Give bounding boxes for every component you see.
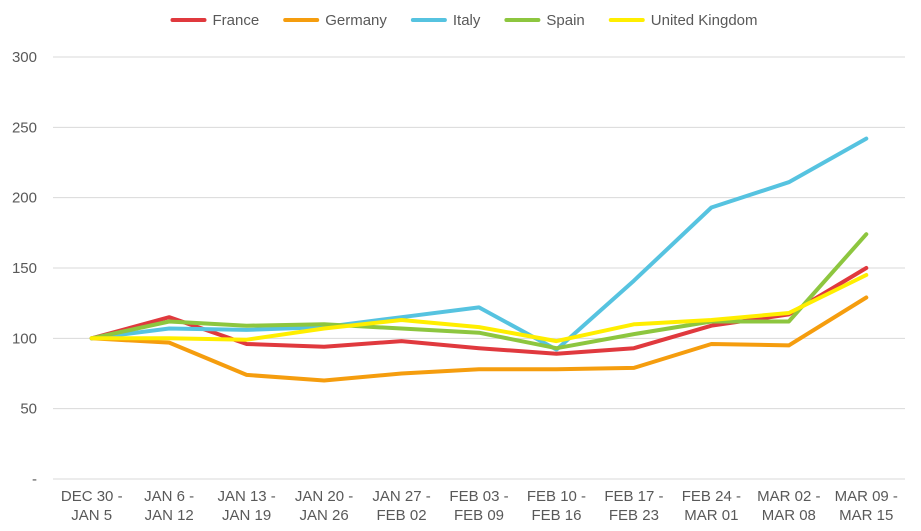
x-tick-label: FEB 03 - FEB 09 <box>449 488 508 524</box>
legend-item: United Kingdom <box>608 12 758 29</box>
x-tick-label-line: JAN 19 <box>222 507 271 524</box>
y-tick-label: 150 <box>12 260 37 277</box>
x-tick-label-line: DEC 30 - <box>61 488 123 505</box>
series-line-germany <box>89 295 869 383</box>
legend-item: France <box>170 12 260 29</box>
x-tick-label-line: FEB 10 - <box>527 488 586 505</box>
series-layer <box>89 136 869 383</box>
x-tick-label-line: FEB 24 - <box>682 488 741 505</box>
x-tick-label-line: FEB 02 <box>377 507 427 524</box>
x-tick-label: JAN 6 - JAN 12 <box>144 488 194 524</box>
x-tick-label-line: FEB 23 <box>609 507 659 524</box>
legend-item: Italy <box>410 12 481 29</box>
y-tick-label: 200 <box>12 190 37 207</box>
x-axis-ticks: DEC 30 - JAN 5 JAN 6 - JAN 12 JAN 13 - JAN 19… <box>61 488 898 524</box>
y-axis-ticks: - 50 100 150 200 250 300 <box>12 49 37 488</box>
y-tick-label: 250 <box>12 119 37 136</box>
legend-label: France <box>213 12 260 29</box>
y-tick-label: 50 <box>20 401 37 418</box>
series-line-united-kingdom <box>89 273 869 344</box>
legend-label: Italy <box>453 12 481 29</box>
x-tick-label-line: JAN 13 - <box>217 488 275 505</box>
y-tick-label: 100 <box>12 330 37 347</box>
x-tick-label-line: JAN 12 <box>145 507 194 524</box>
legend: France Germany Italy Spain United Kingdom <box>170 12 758 29</box>
x-tick-label-line: MAR 08 <box>762 507 816 524</box>
x-tick-label: MAR 02 - MAR 08 <box>757 488 820 524</box>
x-tick-label-line: JAN 20 - <box>295 488 353 505</box>
x-tick-label-line: FEB 09 <box>454 507 504 524</box>
x-tick-label: JAN 20 - JAN 26 <box>295 488 353 524</box>
x-tick-label: FEB 17 - FEB 23 <box>604 488 663 524</box>
x-tick-label-line: JAN 5 <box>71 507 112 524</box>
series-line-italy <box>89 136 869 352</box>
x-tick-label-line: FEB 17 - <box>604 488 663 505</box>
legend-label: Spain <box>546 12 584 29</box>
x-tick-label: DEC 30 - JAN 5 <box>61 488 123 524</box>
grid-layer <box>53 56 905 480</box>
x-tick-label-line: JAN 26 <box>299 507 348 524</box>
x-tick-label-line: MAR 01 <box>684 507 738 524</box>
x-tick-label: JAN 27 - FEB 02 <box>372 488 430 524</box>
x-tick-label: FEB 10 - FEB 16 <box>527 488 586 524</box>
legend-item: Germany <box>283 12 387 29</box>
x-tick-label: MAR 09 - MAR 15 <box>835 488 898 524</box>
x-tick-label: FEB 24 - MAR 01 <box>682 488 741 524</box>
legend-label: Germany <box>325 12 387 29</box>
x-tick-label-line: JAN 6 - <box>144 488 194 505</box>
legend-item: Spain <box>504 12 585 29</box>
x-tick-label: JAN 13 - JAN 19 <box>217 488 275 524</box>
series-line-spain <box>89 232 869 351</box>
x-tick-label-line: MAR 09 - <box>835 488 898 505</box>
x-tick-label-line: MAR 15 <box>839 507 893 524</box>
x-tick-label-line: FEB 16 <box>531 507 581 524</box>
legend-label: United Kingdom <box>651 12 758 29</box>
x-tick-label-line: FEB 03 - <box>449 488 508 505</box>
y-tick-label: 300 <box>12 49 37 66</box>
x-tick-label-line: JAN 27 - <box>372 488 430 505</box>
x-tick-label-line: MAR 02 - <box>757 488 820 505</box>
y-tick-label: - <box>32 471 37 488</box>
